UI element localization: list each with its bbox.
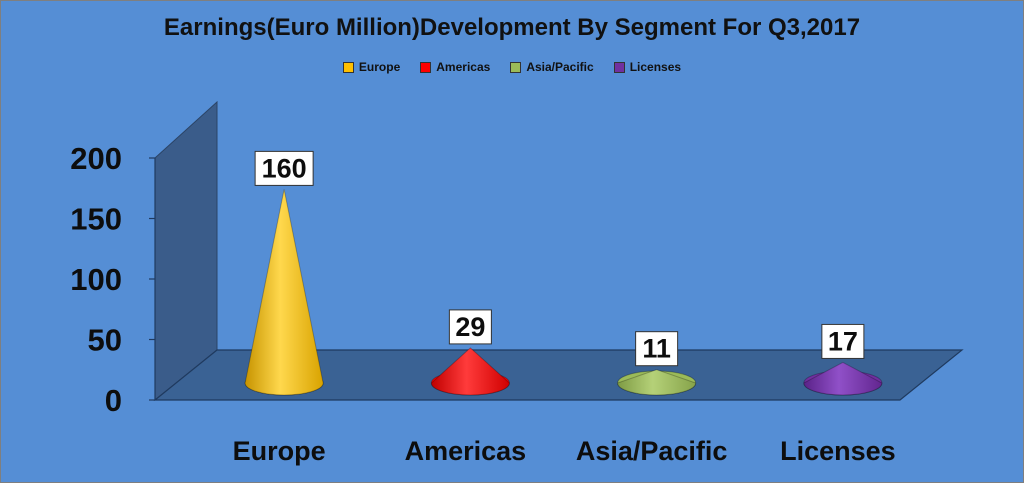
legend-item-asia-pacific: Asia/Pacific [510,60,594,74]
cone-layer: 160 29 11 17 [244,150,883,396]
x-tick-label-asia-pacific: Asia/Pacific [576,436,728,466]
chart-title: Earnings(Euro Million)Development By Seg… [163,14,861,41]
cone-asia-pacific [617,369,697,396]
data-label-box [821,323,865,359]
data-label-text: 17 [828,326,858,356]
legend-swatch-europe [342,61,354,73]
y-tick-label: 50 [88,323,122,358]
floor [153,349,964,401]
y-tick-label: 0 [105,383,122,418]
data-label-text: 160 [262,153,307,183]
data-label-europe: 160 [254,150,314,186]
y-tick-label: 200 [70,141,122,176]
data-label-asia-pacific: 11 [635,331,679,367]
x-axis-ticks: Europe Americas Asia/Pacific Licenses [233,436,896,466]
legend-label-europe: Europe [358,60,401,74]
y-tick-label: 150 [70,202,122,237]
cone-body [803,361,883,396]
axis-layer [153,100,964,402]
legend-label-asia-pacific: Asia/Pacific [526,60,594,74]
legend: Europe Americas Asia/Pacific Licenses [0,60,1024,74]
legend-swatch-americas [420,61,432,73]
legend-swatch-licenses [613,61,625,73]
cone-europe [244,189,324,396]
y-axis-ticks: 0 50 100 150 200 [70,141,155,418]
data-label-box [254,150,314,186]
cone-body [617,369,697,396]
legend-swatch-asia-pacific [510,61,522,73]
x-tick-label-licenses: Licenses [780,436,896,466]
data-label-licenses: 17 [821,323,865,359]
x-tick-label-americas: Americas [405,436,527,466]
y-tick-label: 100 [70,262,122,297]
cone-americas [430,347,510,396]
data-label-box [448,309,492,345]
data-label-text: 11 [642,334,671,364]
data-label-americas: 29 [448,309,492,345]
cone-body [430,347,510,396]
data-label-box [635,331,679,367]
x-tick-label-europe: Europe [233,436,326,466]
legend-item-europe: Europe [342,60,401,74]
legend-item-americas: Americas [420,60,490,74]
data-label-text: 29 [455,312,485,342]
cone-licenses [803,361,883,396]
legend-label-licenses: Licenses [629,60,682,74]
back-wall [154,100,218,402]
legend-item-licenses: Licenses [613,60,682,74]
legend-label-americas: Americas [436,60,491,74]
cone-body [244,189,324,396]
